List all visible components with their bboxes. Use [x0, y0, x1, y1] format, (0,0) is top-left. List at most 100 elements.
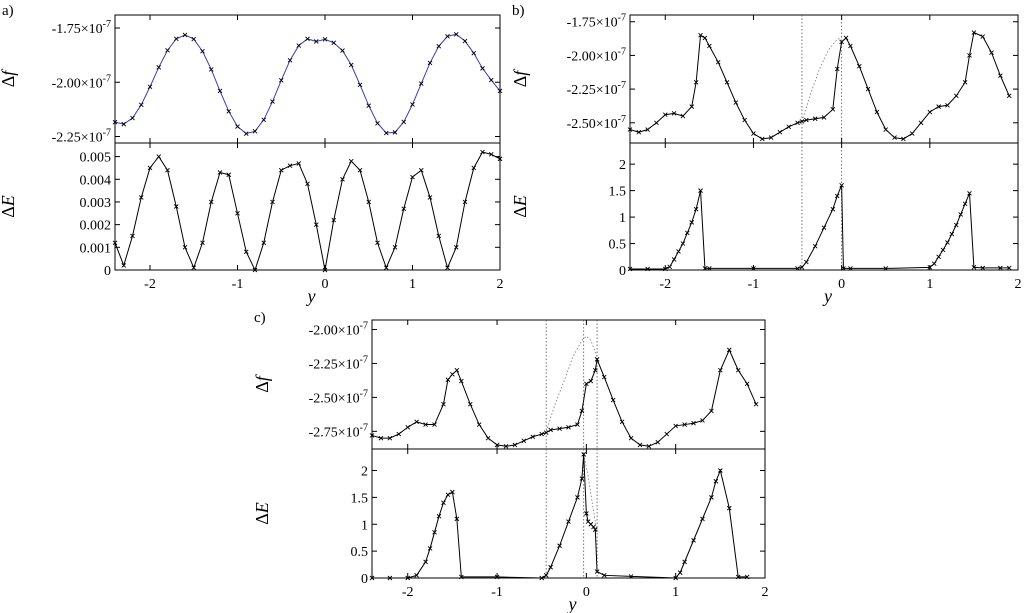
data-point	[503, 443, 509, 449]
data-point	[401, 206, 407, 212]
data-point	[962, 201, 968, 207]
data-point	[423, 559, 428, 565]
data-point	[698, 32, 703, 38]
data-point	[539, 431, 545, 437]
data-point	[331, 40, 337, 46]
data-point	[530, 434, 536, 440]
data-point	[691, 538, 696, 543]
data-point	[147, 165, 153, 171]
data-point	[130, 233, 135, 239]
data-point	[200, 48, 205, 54]
data-point	[700, 516, 705, 522]
data-point	[414, 419, 419, 425]
data-point	[305, 36, 310, 42]
data-point	[673, 423, 679, 429]
data-point	[662, 266, 668, 272]
y-tick-label: 0.5	[609, 238, 627, 253]
data-point	[627, 127, 633, 132]
data-point	[445, 492, 451, 498]
series-line	[371, 348, 757, 447]
y-tick-label: -1.75×10-7	[52, 19, 111, 37]
x-tick-label: 1	[926, 277, 933, 292]
data-point	[971, 265, 977, 270]
data-point	[497, 156, 503, 162]
panel-a: -2.25×10-7 -2.00×10-7 -1.75×10-7 Δf 0 0.001 0.…	[0, 14, 504, 306]
data-point	[799, 119, 805, 124]
y-tick-label: 0.5	[351, 545, 369, 560]
data-point	[387, 435, 393, 441]
data-point	[485, 435, 491, 441]
data-point	[462, 199, 468, 205]
y-tick-label: 0.001	[80, 241, 112, 256]
data-point	[313, 39, 319, 44]
data-point	[733, 100, 739, 105]
data-point	[848, 266, 853, 271]
data-point	[709, 495, 714, 500]
x-tick-label: 0	[838, 277, 845, 292]
data-point	[637, 442, 643, 448]
data-point	[1006, 93, 1012, 99]
plot-frame	[629, 142, 1019, 271]
data-point	[584, 381, 589, 387]
data-point	[709, 408, 714, 414]
data-point	[366, 199, 372, 205]
panel-label-b: b)	[512, 3, 525, 19]
y-tick-label: -2.25×10-7	[309, 354, 368, 372]
data-point	[450, 371, 455, 377]
data-point	[645, 266, 650, 272]
y-tick-label: -2.25×10-7	[567, 80, 626, 98]
data-point	[322, 267, 328, 273]
data-point	[261, 117, 267, 123]
series-line	[372, 454, 748, 579]
data-point	[940, 247, 946, 253]
data-point	[682, 422, 687, 427]
data-point	[967, 53, 972, 58]
data-point	[112, 240, 118, 246]
data-point	[427, 60, 433, 66]
data-point	[579, 476, 585, 481]
data-point	[795, 120, 800, 126]
data-point	[601, 572, 607, 578]
data-point	[480, 149, 485, 155]
y-axis-label: ΔE	[510, 195, 530, 218]
panel-label-a: a)	[2, 3, 14, 19]
data-point	[735, 367, 741, 373]
bottom-subplot: 0 0.5 1 1.5 2 -2 -1 0 1 2 ΔE y	[252, 448, 769, 613]
data-point	[1006, 265, 1012, 271]
data-point	[931, 261, 937, 266]
data-point	[998, 265, 1003, 271]
data-point	[445, 377, 451, 383]
data-point	[682, 559, 687, 565]
data-point	[369, 575, 375, 581]
data-point	[467, 401, 473, 407]
data-point	[235, 124, 240, 129]
data-point	[427, 195, 433, 200]
x-tick-label: 2	[762, 585, 769, 600]
data-point	[742, 117, 747, 123]
data-point	[715, 59, 721, 65]
data-point	[718, 367, 723, 373]
data-point	[804, 259, 809, 265]
data-point	[953, 222, 959, 228]
data-point	[689, 220, 695, 225]
x-tick-label: -2	[659, 277, 671, 292]
data-point	[226, 109, 232, 114]
data-point	[804, 117, 809, 123]
data-point	[130, 115, 135, 121]
data-point	[751, 131, 756, 136]
data-point	[592, 527, 598, 532]
data-point	[693, 206, 699, 212]
data-point	[671, 257, 677, 262]
data-point	[945, 240, 950, 245]
data-point	[594, 569, 600, 574]
data-point	[953, 93, 959, 99]
plot-frame	[114, 142, 501, 271]
data-point	[812, 243, 818, 249]
y-tick-label: 2	[361, 465, 368, 480]
data-point	[462, 38, 468, 44]
data-point	[278, 77, 284, 83]
data-point	[357, 82, 363, 88]
data-point	[488, 77, 494, 83]
data-point	[270, 99, 275, 104]
data-point	[458, 574, 464, 580]
